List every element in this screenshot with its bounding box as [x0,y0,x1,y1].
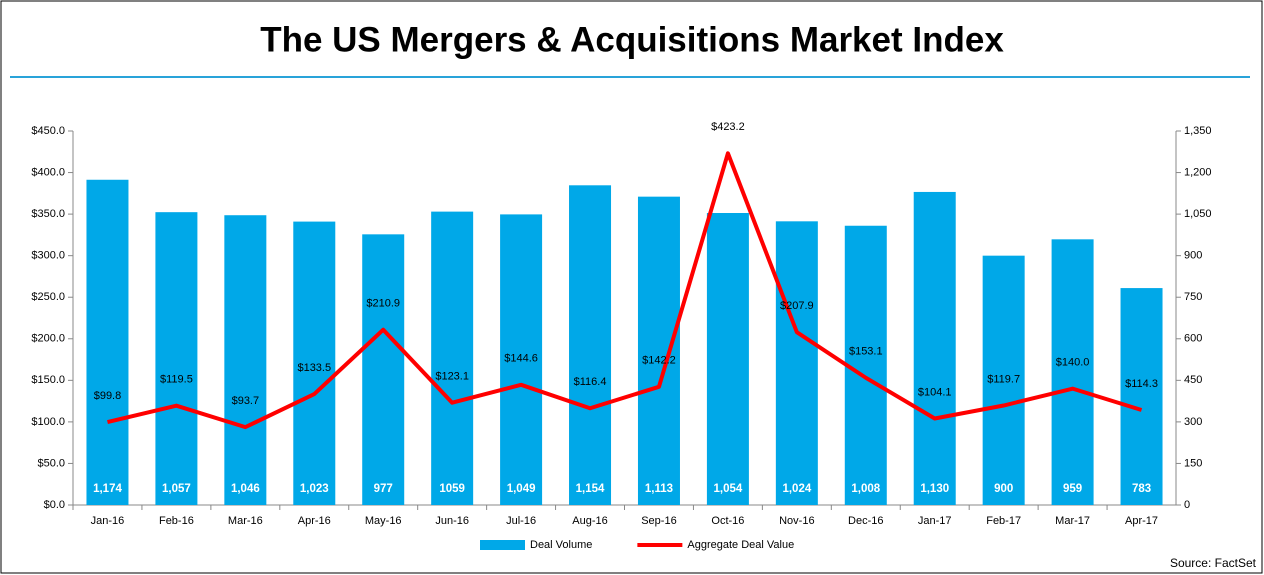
y-tick-label: $150.0 [31,374,65,386]
bar [637,196,680,505]
line-label: $104.1 [918,386,952,398]
y2-tick-label: 1,050 [1184,208,1212,220]
line-label: $133.5 [297,362,331,374]
bar-label: 1,054 [714,483,743,495]
line-label: $142.2 [642,355,676,367]
y-tick-label: $100.0 [31,416,65,428]
bar [775,221,818,505]
y-tick-label: $400.0 [31,166,65,178]
line-label: $140.0 [1056,357,1090,369]
line-label: $114.3 [1125,378,1158,390]
bar [362,234,405,505]
y2-tick-label: 750 [1184,291,1202,303]
legend-label: Aggregate Deal Value [687,539,794,551]
bar [155,212,198,505]
y-tick-label: $300.0 [31,250,65,262]
bar [500,214,543,505]
x-tick-label: Mar-16 [228,515,263,527]
y2-tick-label: 1,200 [1184,166,1212,178]
bar [1120,288,1163,505]
line [107,151,1143,430]
x-tick-label: Feb-16 [159,515,194,527]
line-label: $210.9 [366,298,400,310]
line-label: $153.1 [849,346,883,358]
line-label: $119.7 [987,373,1020,385]
bar [86,179,129,505]
y-tick-label: $0.0 [44,499,65,511]
y2-tick-label: 900 [1184,250,1202,262]
bar-label: 1059 [439,483,465,495]
line-label: $116.4 [574,376,607,388]
y2-tick-label: 450 [1184,374,1202,386]
x-tick-label: Apr-16 [298,515,331,527]
bar [431,211,474,505]
y-tick-label: $350.0 [31,208,65,220]
bar [1051,239,1094,506]
y2-tick-label: 600 [1184,333,1202,345]
x-tick-label: May-16 [365,515,402,527]
line-label: $207.9 [780,300,814,312]
bar-label: 1,057 [162,483,191,495]
x-tick-label: Jun-16 [435,515,469,527]
bar-label: 1,008 [851,483,880,495]
legend-swatch [480,540,525,550]
x-tick-label: Apr-17 [1125,515,1158,527]
x-tick-label: Jan-17 [918,515,952,527]
line-label: $144.6 [504,353,538,365]
chart-title: The US Mergers & Acquisitions Market Ind… [260,20,1004,59]
x-tick-label: Jul-16 [506,515,536,527]
y-tick-label: $250.0 [31,291,65,303]
bar [844,225,887,505]
bar [982,255,1025,505]
x-tick-label: Sep-16 [641,515,676,527]
legend-label: Deal Volume [530,539,592,551]
bar [913,191,956,505]
y-tick-label: $200.0 [31,333,65,345]
bar-label: 1,023 [300,483,329,495]
line-label: $99.8 [94,390,122,402]
bar-label: 900 [994,483,1013,495]
bar-label: 1,046 [231,483,260,495]
bar-label: 1,154 [576,483,605,495]
bar-label: 1,130 [920,483,949,495]
y-tick-label: $50.0 [37,457,65,469]
y2-tick-label: 150 [1184,457,1202,469]
line-label: $423.2 [711,121,745,133]
bar-label: 959 [1063,483,1082,495]
y-tick-label: $450.0 [31,125,65,137]
bar [569,185,612,505]
bar-label: 1,113 [645,483,673,495]
bar-label: 1,174 [93,483,122,495]
line-label: $119.5 [160,374,193,386]
line-label: $93.7 [232,395,260,407]
y2-tick-label: 0 [1184,499,1190,511]
bar-label: 1,049 [507,483,536,495]
x-tick-label: Mar-17 [1055,515,1090,527]
bar-label: 977 [374,483,393,495]
source: Source: FactSet [1170,556,1257,570]
y2-tick-label: 1,350 [1184,125,1212,137]
bar [706,213,749,505]
bar [224,215,267,506]
x-tick-label: Aug-16 [572,515,607,527]
x-tick-label: Dec-16 [848,515,883,527]
bar-label: 1,024 [782,483,811,495]
x-tick-label: Jan-16 [91,515,125,527]
bar [293,221,336,505]
x-tick-label: Feb-17 [986,515,1021,527]
bar-label: 783 [1132,483,1151,495]
x-tick-label: Nov-16 [779,515,814,527]
y2-tick-label: 300 [1184,416,1202,428]
x-tick-label: Oct-16 [711,515,744,527]
line-label: $123.1 [435,371,469,383]
